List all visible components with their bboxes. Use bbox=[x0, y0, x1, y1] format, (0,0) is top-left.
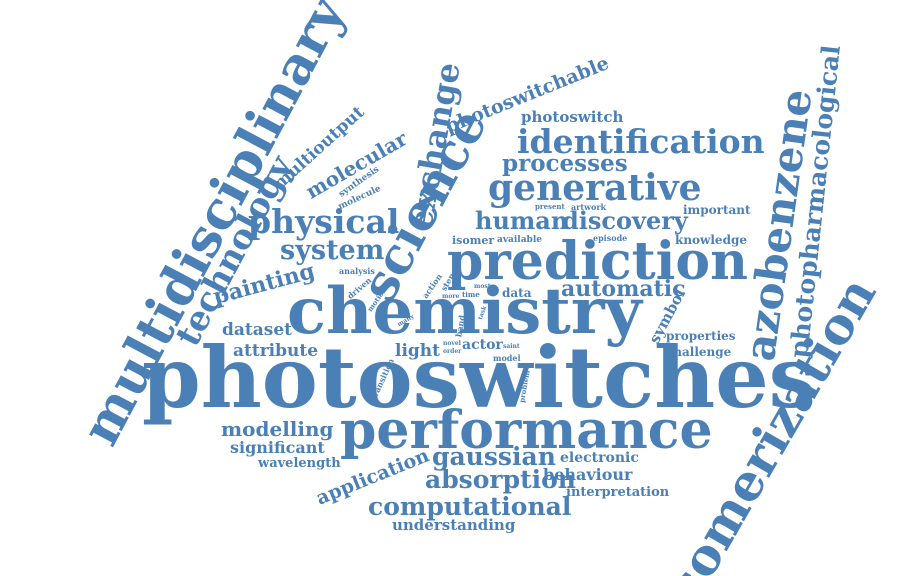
word-data: data bbox=[502, 286, 532, 300]
word-attribute: attribute bbox=[233, 341, 319, 361]
word-prediction: prediction bbox=[447, 231, 748, 292]
word-order: order bbox=[443, 348, 462, 355]
word-artwork: artwork bbox=[571, 202, 607, 212]
word-performance: performance bbox=[340, 400, 713, 461]
word-photoswitch: photoswitch bbox=[521, 108, 624, 126]
word-more: more bbox=[442, 293, 460, 300]
word-saint: saint bbox=[503, 343, 520, 350]
word-knowledge: knowledge bbox=[675, 233, 747, 247]
word-analysis: analysis bbox=[339, 266, 375, 276]
word-gaussian: gaussian bbox=[432, 442, 556, 471]
word-automatic: automatic bbox=[561, 276, 686, 302]
word-novel: novel bbox=[443, 340, 461, 347]
word-important: important bbox=[683, 203, 751, 217]
word-computational: computational bbox=[368, 492, 572, 521]
word-photoswitches: photoswitches bbox=[142, 328, 816, 427]
word-model: model bbox=[493, 353, 521, 363]
word-generative: generative bbox=[488, 167, 702, 209]
word-identification: identification bbox=[517, 122, 765, 161]
word-episode: episode bbox=[593, 233, 628, 243]
word-system: system bbox=[280, 235, 385, 266]
word-processes: processes bbox=[502, 150, 628, 177]
word-discovery: discovery bbox=[562, 206, 688, 235]
word-physical: physical bbox=[248, 202, 400, 241]
word-human: human bbox=[475, 206, 569, 235]
word-significant: significant bbox=[230, 438, 325, 457]
word-actor: actor bbox=[462, 337, 503, 353]
word-modelling: modelling bbox=[221, 417, 334, 441]
word-properties: properties bbox=[666, 329, 736, 343]
word-isomer: isomer bbox=[452, 234, 495, 247]
word-wavelength: wavelength bbox=[258, 456, 341, 471]
word-available: available bbox=[497, 235, 542, 245]
word-present: present bbox=[535, 202, 565, 211]
word-chemistry: chemistry bbox=[287, 274, 642, 349]
word-most: most bbox=[474, 283, 491, 290]
word-time: time bbox=[462, 290, 480, 299]
word-absorption: absorption bbox=[425, 465, 576, 494]
word-dataset: dataset bbox=[222, 320, 293, 340]
word-challenge: challenge bbox=[666, 345, 732, 359]
word-electronic: electronic bbox=[560, 450, 639, 466]
word-light: light bbox=[395, 341, 441, 361]
word-behaviour: behaviour bbox=[543, 465, 633, 484]
word-understanding: understanding bbox=[392, 516, 516, 534]
word-interpretation: interpretation bbox=[566, 485, 670, 500]
